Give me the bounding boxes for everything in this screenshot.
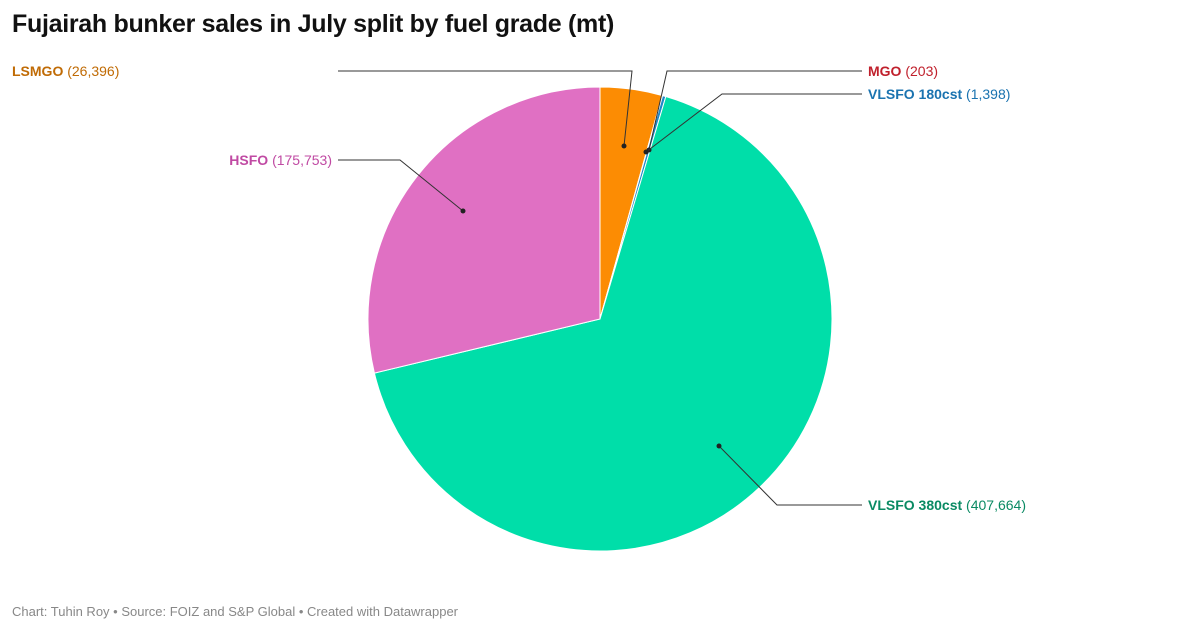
leader-dot-hsfo <box>460 208 466 214</box>
slice-label-mgo: MGO (203) <box>868 63 938 79</box>
slice-label-vlsfo-380cst: VLSFO 380cst (407,664) <box>868 497 1026 513</box>
slice-label-value: (26,396) <box>67 63 119 79</box>
leader-line-vlsfo-180cst <box>645 93 862 153</box>
slice-label-value: (203) <box>905 63 938 79</box>
slice-label-hsfo: HSFO (175,753) <box>229 152 332 168</box>
slice-label-name: MGO <box>868 63 905 79</box>
chart-title: Fujairah bunker sales in July split by f… <box>12 10 615 38</box>
pie-slice-hsfo <box>367 86 601 374</box>
leader-line-vlsfo-380cst <box>718 445 862 506</box>
slice-label-name: LSMGO <box>12 63 67 79</box>
slice-label-name: HSFO <box>229 152 272 168</box>
leader-dot-vlsfo-180cst <box>643 149 649 155</box>
slice-label-lsmgo: LSMGO (26,396) <box>12 63 119 79</box>
slice-label-name: VLSFO 180cst <box>868 86 966 102</box>
slice-label-value: (1,398) <box>966 86 1010 102</box>
leader-dot-vlsfo-380cst <box>716 443 722 449</box>
leader-line-mgo <box>648 70 862 151</box>
slice-label-value: (407,664) <box>966 497 1026 513</box>
leader-line-lsmgo <box>338 70 633 147</box>
leader-line-hsfo <box>338 159 464 212</box>
slice-label-value: (175,753) <box>272 152 332 168</box>
pie-chart: LSMGO (26,396) MGO (203) VLSFO 180cst (1,3… <box>12 63 1026 552</box>
slice-label-name: VLSFO 380cst <box>868 497 966 513</box>
chart-footer: Chart: Tuhin Roy • Source: FOIZ and S&P … <box>12 604 459 619</box>
leader-dot-lsmgo <box>621 143 627 149</box>
slice-label-vlsfo-180cst: VLSFO 180cst (1,398) <box>868 86 1010 102</box>
